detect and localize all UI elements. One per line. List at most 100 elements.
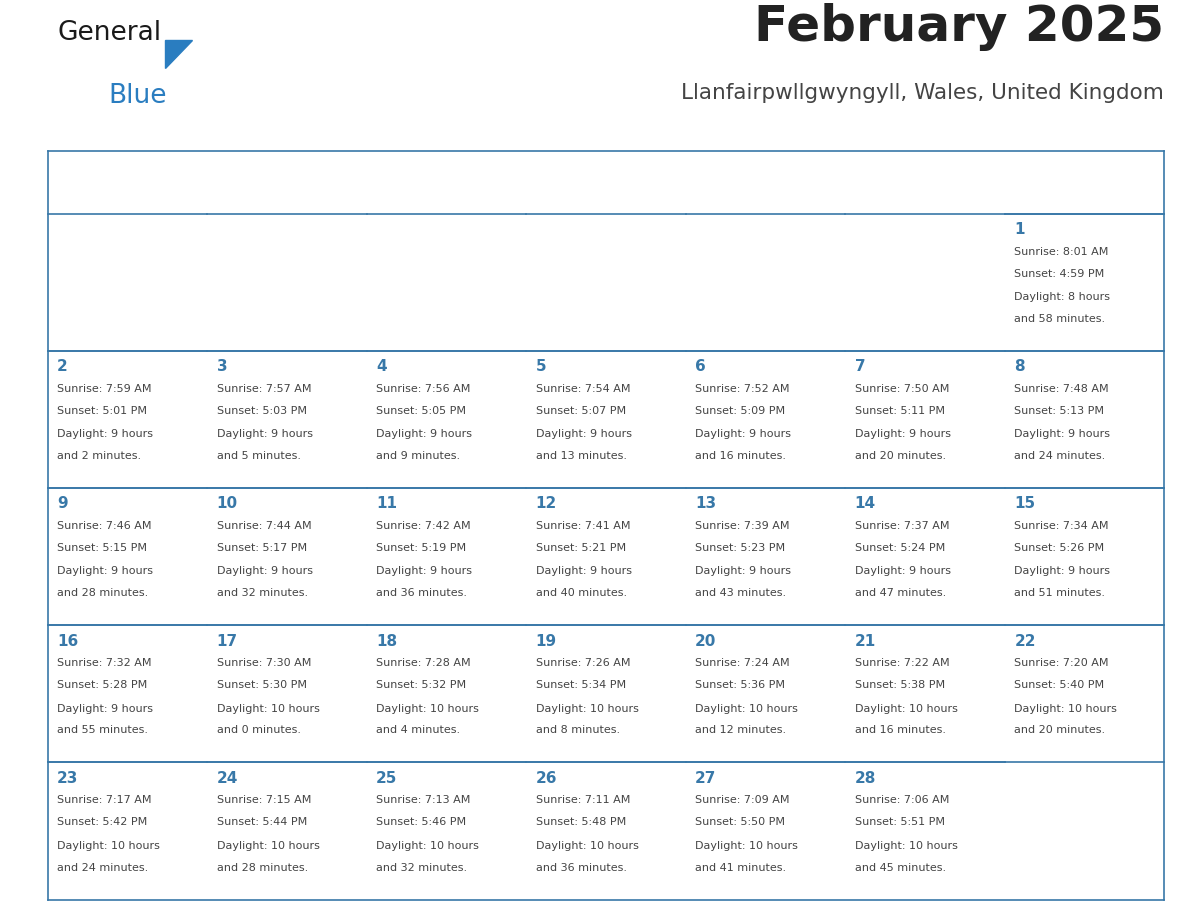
Text: and 28 minutes.: and 28 minutes.	[216, 863, 308, 873]
Text: Sunset: 5:36 PM: Sunset: 5:36 PM	[695, 680, 785, 690]
Text: and 41 minutes.: and 41 minutes.	[695, 863, 786, 873]
Text: Sunset: 5:48 PM: Sunset: 5:48 PM	[536, 817, 626, 827]
Text: and 36 minutes.: and 36 minutes.	[536, 863, 627, 873]
Text: Sunrise: 7:52 AM: Sunrise: 7:52 AM	[695, 384, 790, 394]
Text: Sunrise: 7:15 AM: Sunrise: 7:15 AM	[216, 795, 311, 805]
Text: 28: 28	[854, 771, 876, 786]
Text: 22: 22	[1015, 633, 1036, 649]
Text: General: General	[57, 19, 162, 46]
Text: 26: 26	[536, 771, 557, 786]
Text: and 32 minutes.: and 32 minutes.	[377, 863, 467, 873]
Text: Sunrise: 7:48 AM: Sunrise: 7:48 AM	[1015, 384, 1108, 394]
Text: Wednesday: Wednesday	[537, 175, 631, 190]
Text: Daylight: 9 hours: Daylight: 9 hours	[536, 566, 632, 577]
Text: Thursday: Thursday	[697, 175, 772, 190]
Text: 19: 19	[536, 633, 557, 649]
Text: and 12 minutes.: and 12 minutes.	[695, 725, 786, 735]
Text: and 5 minutes.: and 5 minutes.	[216, 451, 301, 461]
Text: 12: 12	[536, 497, 557, 511]
Text: Sunset: 5:34 PM: Sunset: 5:34 PM	[536, 680, 626, 690]
Text: Sunrise: 7:46 AM: Sunrise: 7:46 AM	[57, 521, 152, 532]
Text: 20: 20	[695, 633, 716, 649]
Text: Sunset: 5:21 PM: Sunset: 5:21 PM	[536, 543, 626, 553]
Text: Sunrise: 7:13 AM: Sunrise: 7:13 AM	[377, 795, 470, 805]
Text: 25: 25	[377, 771, 398, 786]
Text: Daylight: 9 hours: Daylight: 9 hours	[216, 430, 312, 439]
Text: Sunset: 5:42 PM: Sunset: 5:42 PM	[57, 817, 147, 827]
Text: Sunset: 5:13 PM: Sunset: 5:13 PM	[1015, 406, 1105, 416]
Text: Sunset: 5:26 PM: Sunset: 5:26 PM	[1015, 543, 1105, 553]
Text: Daylight: 10 hours: Daylight: 10 hours	[1015, 703, 1117, 713]
Text: 2: 2	[57, 359, 68, 375]
Text: 27: 27	[695, 771, 716, 786]
Text: 17: 17	[216, 633, 238, 649]
Text: Sunset: 5:50 PM: Sunset: 5:50 PM	[695, 817, 785, 827]
Text: February 2025: February 2025	[754, 3, 1164, 51]
Text: 8: 8	[1015, 359, 1025, 375]
Text: Daylight: 9 hours: Daylight: 9 hours	[1015, 566, 1111, 577]
Text: 16: 16	[57, 633, 78, 649]
Text: Daylight: 10 hours: Daylight: 10 hours	[57, 841, 160, 851]
Text: Saturday: Saturday	[1016, 175, 1088, 190]
Text: and 55 minutes.: and 55 minutes.	[57, 725, 148, 735]
Polygon shape	[165, 39, 192, 68]
Text: and 20 minutes.: and 20 minutes.	[1015, 725, 1105, 735]
Text: Daylight: 9 hours: Daylight: 9 hours	[57, 566, 153, 577]
Text: Sunrise: 7:06 AM: Sunrise: 7:06 AM	[854, 795, 949, 805]
Text: Sunrise: 7:57 AM: Sunrise: 7:57 AM	[216, 384, 311, 394]
Text: Sunrise: 8:01 AM: Sunrise: 8:01 AM	[1015, 247, 1108, 257]
Text: 7: 7	[854, 359, 865, 375]
Text: Friday: Friday	[857, 175, 905, 190]
Text: Daylight: 10 hours: Daylight: 10 hours	[216, 841, 320, 851]
Text: Sunrise: 7:22 AM: Sunrise: 7:22 AM	[854, 658, 949, 668]
Text: Sunset: 5:03 PM: Sunset: 5:03 PM	[216, 406, 307, 416]
Text: Sunset: 5:32 PM: Sunset: 5:32 PM	[377, 680, 466, 690]
Text: Sunset: 5:05 PM: Sunset: 5:05 PM	[377, 406, 466, 416]
Text: Daylight: 9 hours: Daylight: 9 hours	[695, 430, 791, 439]
Text: Daylight: 9 hours: Daylight: 9 hours	[1015, 430, 1111, 439]
Text: and 58 minutes.: and 58 minutes.	[1015, 314, 1105, 324]
Text: and 16 minutes.: and 16 minutes.	[695, 451, 786, 461]
Text: Sunset: 5:11 PM: Sunset: 5:11 PM	[854, 406, 944, 416]
Text: Sunrise: 7:09 AM: Sunrise: 7:09 AM	[695, 795, 790, 805]
Text: Sunrise: 7:17 AM: Sunrise: 7:17 AM	[57, 795, 152, 805]
Text: Sunrise: 7:44 AM: Sunrise: 7:44 AM	[216, 521, 311, 532]
Text: 1: 1	[1015, 222, 1025, 237]
Text: Sunrise: 7:28 AM: Sunrise: 7:28 AM	[377, 658, 470, 668]
Text: and 24 minutes.: and 24 minutes.	[1015, 451, 1106, 461]
Text: Sunrise: 7:30 AM: Sunrise: 7:30 AM	[216, 658, 311, 668]
Text: Daylight: 9 hours: Daylight: 9 hours	[854, 430, 950, 439]
Text: Sunrise: 7:11 AM: Sunrise: 7:11 AM	[536, 795, 630, 805]
Text: Daylight: 10 hours: Daylight: 10 hours	[854, 703, 958, 713]
Text: and 43 minutes.: and 43 minutes.	[695, 588, 786, 599]
Text: Sunset: 5:19 PM: Sunset: 5:19 PM	[377, 543, 466, 553]
Text: and 4 minutes.: and 4 minutes.	[377, 725, 460, 735]
Text: and 47 minutes.: and 47 minutes.	[854, 588, 946, 599]
Text: Sunset: 5:46 PM: Sunset: 5:46 PM	[377, 817, 466, 827]
Text: Sunset: 5:28 PM: Sunset: 5:28 PM	[57, 680, 147, 690]
Text: Daylight: 9 hours: Daylight: 9 hours	[536, 430, 632, 439]
Text: Monday: Monday	[219, 175, 282, 190]
Text: Sunset: 5:40 PM: Sunset: 5:40 PM	[1015, 680, 1105, 690]
Text: Sunrise: 7:24 AM: Sunrise: 7:24 AM	[695, 658, 790, 668]
Text: 23: 23	[57, 771, 78, 786]
Text: Sunrise: 7:39 AM: Sunrise: 7:39 AM	[695, 521, 790, 532]
Text: 4: 4	[377, 359, 387, 375]
Text: Daylight: 9 hours: Daylight: 9 hours	[57, 430, 153, 439]
Text: Sunrise: 7:56 AM: Sunrise: 7:56 AM	[377, 384, 470, 394]
Text: Daylight: 10 hours: Daylight: 10 hours	[377, 841, 479, 851]
Text: Daylight: 10 hours: Daylight: 10 hours	[695, 841, 798, 851]
Text: Daylight: 10 hours: Daylight: 10 hours	[536, 841, 639, 851]
Text: 14: 14	[854, 497, 876, 511]
Text: 18: 18	[377, 633, 397, 649]
Text: Sunrise: 7:37 AM: Sunrise: 7:37 AM	[854, 521, 949, 532]
Text: Sunset: 5:15 PM: Sunset: 5:15 PM	[57, 543, 147, 553]
Text: 15: 15	[1015, 497, 1036, 511]
Text: and 24 minutes.: and 24 minutes.	[57, 863, 148, 873]
Text: Sunset: 5:24 PM: Sunset: 5:24 PM	[854, 543, 944, 553]
Text: 13: 13	[695, 497, 716, 511]
Text: Daylight: 9 hours: Daylight: 9 hours	[377, 430, 472, 439]
Text: Daylight: 9 hours: Daylight: 9 hours	[695, 566, 791, 577]
Text: Daylight: 9 hours: Daylight: 9 hours	[854, 566, 950, 577]
Text: Sunrise: 7:20 AM: Sunrise: 7:20 AM	[1015, 658, 1108, 668]
